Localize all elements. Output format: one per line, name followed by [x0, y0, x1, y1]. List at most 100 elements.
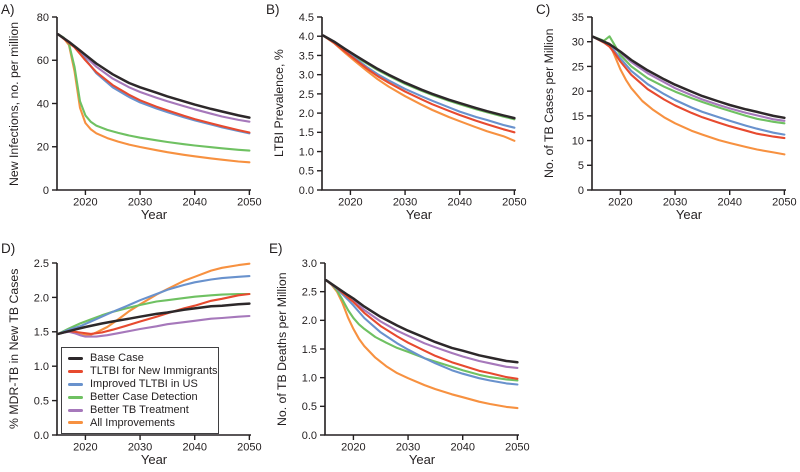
x-tick-label: 2040 [450, 442, 474, 454]
panel-c-y-axis-title: No. of TB Cases per Million [542, 28, 556, 179]
y-tick-label: 2.0 [302, 315, 317, 327]
panel-e: 0.0 0.5 1.0 1.5 2.0 2.5 3.0 2020 2030 2040 2050 E)… [268, 236, 534, 472]
series-line [322, 34, 516, 134]
series-line [325, 279, 519, 386]
y-tick-label: 0.0 [299, 185, 314, 197]
y-tick-label: 4.0 [299, 31, 314, 43]
legend-item: Improved TLTBI in US [68, 378, 212, 391]
y-tick-label: 20 [37, 142, 49, 154]
legend-item-label: TLTBI for New Immigrants [90, 365, 218, 378]
y-tick-label: 35 [572, 12, 584, 24]
series-line [322, 34, 516, 120]
series-line [592, 35, 786, 125]
x-tick-label: 2040 [182, 442, 206, 454]
y-tick-label: 1.5 [34, 327, 49, 339]
series-line [325, 279, 519, 382]
series-line [57, 292, 251, 335]
y-tick-label: 30 [572, 37, 584, 49]
panel-c-label: C) [536, 2, 551, 17]
panel-a-label: A) [1, 2, 15, 17]
series-line [322, 34, 516, 129]
y-tick-label: 5 [578, 160, 584, 172]
panel-b-label: B) [266, 2, 280, 17]
series-line [592, 35, 786, 122]
series-line [57, 33, 251, 134]
y-tick-label: 0.0 [34, 430, 49, 442]
panel-b-x-axis-title: Year [405, 207, 433, 222]
x-tick-label: 2020 [73, 197, 97, 209]
x-tick-label: 2030 [393, 197, 417, 209]
y-tick-label: 1.0 [299, 146, 314, 158]
y-tick-label: 40 [37, 98, 49, 110]
y-tick-label: 60 [37, 55, 49, 67]
x-tick-label: 2050 [772, 197, 796, 209]
y-tick-label: 4.5 [299, 12, 314, 24]
x-tick-label: 2050 [237, 197, 261, 209]
legend-swatch [68, 408, 83, 412]
x-tick-label: 2050 [502, 197, 526, 209]
y-tick-label: 0.5 [302, 401, 317, 413]
series-line [592, 35, 786, 140]
y-tick-label: 0.5 [34, 396, 49, 408]
series-line [57, 33, 251, 152]
x-tick-label: 2050 [505, 442, 529, 454]
x-tick-label: 2020 [341, 442, 365, 454]
y-tick-label: 25 [572, 61, 584, 73]
y-tick-label: 10 [572, 135, 584, 147]
legend-swatch [68, 421, 83, 425]
legend-item: All Improvements [68, 416, 212, 429]
x-tick-label: 2030 [396, 442, 420, 454]
y-tick-label: 0 [43, 185, 49, 197]
panel-c-x-axis-title: Year [675, 207, 703, 222]
series-line [57, 314, 251, 338]
panel-b-y-axis-title: LTBI Prevalence, % [272, 49, 286, 158]
series-line [325, 279, 519, 410]
y-tick-label: 2.0 [34, 292, 49, 304]
y-tick-label: 0.0 [302, 430, 317, 442]
panel-c: 0 5 10 15 20 25 30 35 2020 2030 2040 2050 C) No. of… [535, 0, 800, 236]
series-line [57, 33, 251, 164]
y-tick-label: 2.5 [34, 258, 49, 270]
y-tick-label: 2.0 [299, 108, 314, 120]
legend-item: Base Case [68, 352, 212, 365]
y-tick-label: 1.0 [302, 373, 317, 385]
panel-e-label: E) [269, 241, 283, 256]
axis-spines [56, 17, 251, 191]
y-tick-label: 1.5 [302, 344, 317, 356]
panel-e-plot: 0.0 0.5 1.0 1.5 2.0 2.5 3.0 2020 2030 2040 2050 [302, 258, 530, 454]
legend-item-label: Base Case [90, 352, 144, 365]
x-tick-label: 2030 [663, 197, 687, 209]
series-line [324, 278, 519, 364]
series-line [325, 279, 519, 369]
legend-item-label: Improved TLTBI in US [90, 378, 198, 391]
series-line [56, 33, 251, 119]
legend-item: Better TB Treatment [68, 404, 212, 417]
x-tick-label: 2040 [717, 197, 741, 209]
x-tick-label: 2020 [608, 197, 632, 209]
legend-swatch [68, 382, 83, 386]
axis-spines [591, 17, 786, 191]
panel-b: 0.0 0.5 1.0 1.5 2.0 2.5 3.0 3.5 4.0 4.5 2020 2030 20… [265, 0, 531, 236]
x-tick-label: 2020 [338, 197, 362, 209]
series-line [325, 279, 519, 380]
series-line [57, 275, 251, 335]
series-line [321, 34, 516, 120]
y-tick-label: 1.5 [299, 127, 314, 139]
legend-swatch [68, 369, 83, 373]
panel-d-y-axis-title: % MDR-TB in New TB Cases [7, 268, 21, 430]
x-tick-label: 2020 [73, 442, 97, 454]
x-tick-label: 2030 [128, 197, 152, 209]
x-tick-label: 2040 [447, 197, 471, 209]
panel-a: 0 20 40 60 80 2020 2030 2040 2050 A) New Infecti… [0, 0, 266, 236]
panel-a-x-axis-title: Year [140, 207, 168, 222]
legend-item: Better Case Detection [68, 391, 212, 404]
x-tick-label: 2030 [128, 442, 152, 454]
x-tick-label: 2050 [237, 442, 261, 454]
legend-item: TLTBI for New Immigrants [68, 365, 218, 378]
legend-item-label: Better Case Detection [90, 391, 198, 404]
series-line [56, 302, 251, 336]
legend: Base Case TLTBI for New Immigrants Improve… [61, 347, 219, 435]
series-line [322, 34, 516, 121]
panel-d-plot: 0.0 0.5 1.0 1.5 2.0 2.5 2020 2030 2040 2050 [34, 258, 262, 454]
